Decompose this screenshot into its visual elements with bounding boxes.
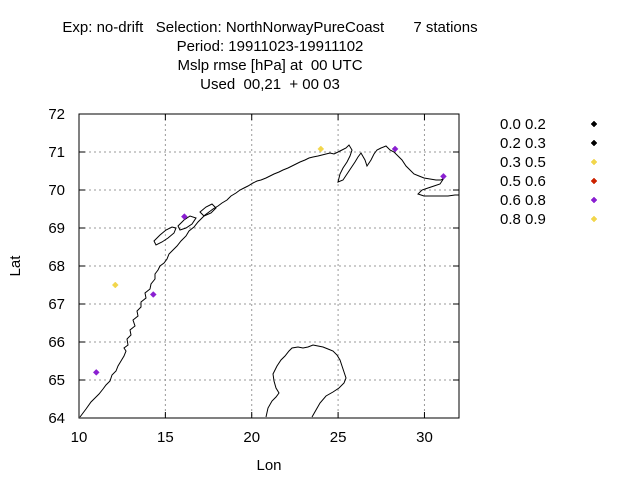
x-axis-label: Lon <box>256 457 281 474</box>
legend-label: 0.8 0.9 <box>500 211 546 228</box>
legend-label: 0.3 0.5 <box>500 154 546 171</box>
legend-marker <box>590 120 598 128</box>
title-line-1: Exp: no-drift Selection: NorthNorwayPure… <box>62 19 478 36</box>
legend-label: 0.0 0.2 <box>500 116 546 133</box>
station-point <box>92 369 100 376</box>
station-point <box>317 145 325 153</box>
coastline-norway <box>79 144 459 418</box>
x-tick-label: 30 <box>416 429 433 446</box>
y-tick-label: 65 <box>48 372 65 389</box>
y-tick-label: 69 <box>48 220 65 237</box>
coastline-bothnia <box>265 344 347 418</box>
x-tick-label: 25 <box>330 429 347 446</box>
title-line-4: Used 00,21 + 00 03 <box>200 76 340 93</box>
y-tick-label: 68 <box>48 258 65 275</box>
y-tick-label: 64 <box>48 410 65 427</box>
legend-marker <box>590 177 598 185</box>
title-line-3: Mslp rmse [hPa] at 00 UTC <box>177 57 363 74</box>
station-point <box>181 213 188 220</box>
grid <box>79 114 459 418</box>
senja-island <box>199 203 217 217</box>
chart-title: Exp: no-drift Selection: NorthNorwayPure… <box>0 18 540 94</box>
vesteralen-islands <box>177 215 197 231</box>
lofoten-islands <box>153 226 177 246</box>
station-point <box>391 145 399 153</box>
station-points <box>92 145 447 376</box>
station-point <box>111 281 119 289</box>
y-tick-label: 66 <box>48 334 65 351</box>
y-tick-label: 72 <box>48 106 65 123</box>
x-tick-label: 10 <box>71 429 88 446</box>
coastline <box>79 144 459 418</box>
station-point <box>440 172 447 180</box>
x-tick-label: 15 <box>157 429 174 446</box>
legend-marker <box>590 215 598 223</box>
station-point <box>149 291 157 298</box>
legend-label: 0.2 0.3 <box>500 135 546 152</box>
legend-marker <box>590 158 598 166</box>
y-tick-label: 71 <box>48 144 65 161</box>
x-tick-label: 20 <box>243 429 260 446</box>
y-axis-label: Lat <box>7 255 24 277</box>
y-tick-label: 67 <box>48 296 65 313</box>
legend: 0.0 0.2 0.2 0.3 0.3 0.5 0.5 0.6 0.6 0.8 0.8 0… <box>500 116 598 228</box>
title-line-2: Period: 19911023-19911102 <box>176 38 364 55</box>
legend-label: 0.5 0.6 <box>500 173 546 190</box>
axes: 10 15 20 25 30 64 65 66 67 68 69 70 71 72 Lon Lat <box>7 106 460 474</box>
legend-label: 0.6 0.8 <box>500 192 546 209</box>
y-tick-label: 70 <box>48 182 65 199</box>
legend-marker <box>590 139 598 147</box>
legend-marker <box>590 196 598 204</box>
